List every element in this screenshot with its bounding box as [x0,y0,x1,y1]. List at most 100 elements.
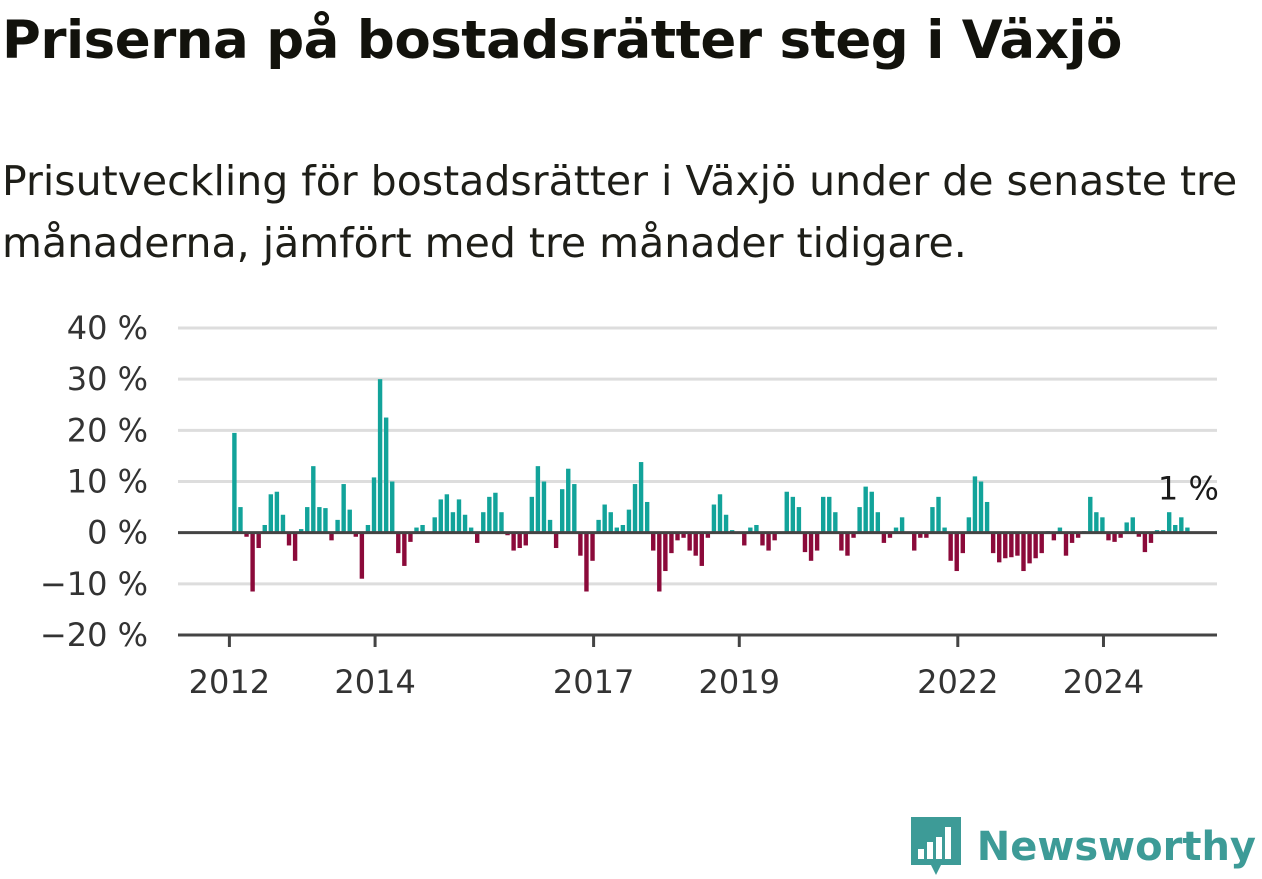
bar [814,532,820,551]
y-tick-label: 0 % [87,514,148,552]
bar [1027,532,1032,564]
bar [1100,517,1105,533]
bar [1039,532,1044,554]
bar [462,514,468,533]
bar [845,532,850,556]
bar [1124,522,1129,533]
bar [268,494,274,533]
newsworthy-logo: Newsworthy [910,817,1256,877]
bar [687,532,692,551]
bar [305,507,310,533]
bar [1106,532,1111,541]
bar [918,532,923,538]
bar [414,527,419,533]
bar [1094,512,1099,533]
bar [1179,517,1184,533]
bar [796,507,802,533]
bar [723,514,729,533]
bar-chart: −20 % −10 % 0 % 10 % 20 % 30 % 40 % 2012 2014 201… [40,309,1219,700]
tick-labels: −20 % −10 % 0 % 10 % 20 % 30 % 40 % 2012 2014 201… [40,309,1144,700]
bar [857,507,862,533]
bar [1075,532,1081,538]
bar [608,512,613,533]
bar [420,524,425,533]
bar [1015,532,1020,556]
bar [705,532,711,538]
bar [893,527,899,533]
bar [232,432,237,533]
y-tick-label: 20 % [67,411,148,449]
y-tick-label: 10 % [67,463,148,501]
bar [754,524,759,533]
bar [644,501,650,533]
bar [820,496,826,533]
bar [572,484,577,533]
bar [948,532,953,561]
bar [274,491,280,533]
bar [990,532,996,554]
bar [942,527,947,533]
bar [869,491,874,533]
bar [742,532,747,546]
bar [244,532,249,537]
bar [1051,532,1057,541]
bar [353,532,358,537]
bar [997,532,1002,563]
bar [930,507,935,533]
bar [760,532,765,546]
bar [1130,517,1135,533]
bar [359,532,365,579]
bar [529,496,535,533]
bar [590,532,595,561]
bar [396,532,401,554]
bar [1003,532,1008,559]
bar [250,532,255,592]
bar [256,532,261,549]
bar [298,529,304,533]
y-tick-label: −10 % [40,565,148,603]
bar [329,532,334,541]
bar [626,509,632,533]
bar [493,492,498,533]
bar [238,507,243,533]
bar [596,519,601,533]
bar [1069,532,1075,543]
bar [1118,532,1123,538]
bar [347,509,352,533]
bar [887,532,893,538]
bar [402,532,407,566]
bar [863,486,868,533]
bar [851,532,856,538]
bar [1021,532,1026,572]
bar [833,512,838,533]
y-tick-label: 30 % [67,360,148,398]
bar [960,532,965,554]
latest-value-annotation: 1 % [1158,470,1219,508]
brand-name: Newsworthy [976,824,1256,870]
bar [1136,532,1142,537]
bar [766,532,771,551]
bar [1009,532,1014,558]
bar [438,499,443,533]
x-tick-label: 2017 [553,663,634,700]
bar [371,477,377,533]
bar [1063,532,1069,556]
bar [541,481,547,533]
bar [924,532,929,538]
bar [808,532,814,561]
bar [748,527,753,533]
bar [984,501,990,533]
bar [468,527,474,533]
bar [912,532,917,551]
bar [566,468,571,533]
bar [377,379,383,533]
bar [802,532,808,553]
bar [535,466,541,533]
bar [323,508,328,533]
bar [699,532,704,566]
bar [280,514,286,533]
bar [711,504,717,533]
bar [614,527,620,533]
bar [523,532,528,546]
bar [547,519,553,533]
